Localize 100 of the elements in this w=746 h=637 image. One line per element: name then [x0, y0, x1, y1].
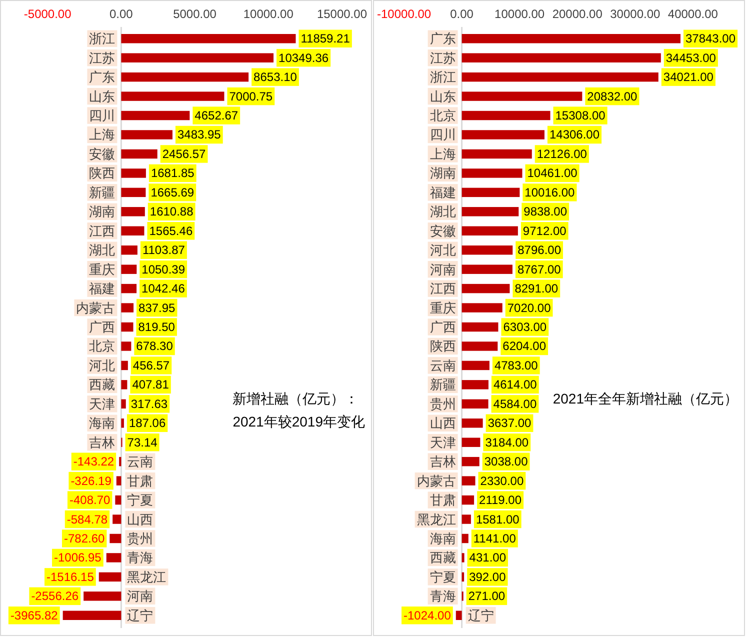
category-label: 贵州 — [127, 530, 154, 546]
category-label: 重庆 — [89, 262, 116, 277]
category-label: 青海 — [430, 588, 456, 604]
value-label: 11859.21 — [300, 32, 350, 46]
value-label: 10349.36 — [278, 50, 329, 65]
category-label: 海南 — [430, 530, 456, 546]
category-label: 湖南 — [430, 166, 456, 181]
value-label: 37843.00 — [685, 32, 736, 46]
value-label: 819.50 — [138, 320, 175, 334]
value-label: 407.81 — [132, 378, 169, 392]
value-label: 392.00 — [469, 570, 506, 584]
tick-label: -10000.00 — [377, 7, 432, 21]
tick-label: 30000.00 — [610, 7, 660, 21]
value-label: -408.70 — [69, 493, 110, 508]
value-label: 2119.00 — [479, 493, 522, 508]
value-label: 1581.00 — [476, 512, 520, 526]
value-label: 73.14 — [127, 435, 158, 450]
value-label: 2456.57 — [162, 146, 206, 161]
value-label: 317.63 — [130, 396, 168, 411]
category-label: 江西 — [89, 223, 116, 238]
tick-label: -5000.00 — [24, 7, 72, 21]
value-label: 1141.00 — [473, 531, 516, 546]
value-label: 837.95 — [138, 300, 176, 315]
category-label: 上海 — [89, 127, 116, 142]
category-label: 贵州 — [430, 396, 456, 412]
category-label: 北京 — [89, 338, 116, 354]
value-label: 1610.88 — [150, 204, 194, 219]
category-label: 江苏 — [430, 50, 456, 66]
value-label: 8291.00 — [514, 282, 558, 296]
value-label: -3965.82 — [10, 608, 58, 622]
category-label: 浙江 — [89, 31, 116, 46]
value-label: -584.78 — [66, 512, 108, 526]
category-label: 四川 — [430, 127, 456, 142]
value-label: 9712.00 — [522, 224, 566, 238]
category-label: 安徽 — [430, 223, 456, 238]
value-label: 187.06 — [128, 416, 166, 430]
category-label: 天津 — [430, 434, 456, 450]
category-label: 陕西 — [89, 166, 116, 181]
category-label: 云南 — [127, 454, 154, 470]
category-label: 黑龙江 — [127, 569, 166, 584]
category-label: 湖北 — [430, 204, 456, 220]
value-label: 1665.69 — [150, 185, 194, 200]
category-label: 甘肃 — [430, 492, 456, 508]
value-label: -326.19 — [70, 474, 112, 488]
value-label: 456.57 — [132, 358, 170, 372]
category-label: 山东 — [89, 88, 116, 104]
category-label: 新疆 — [89, 184, 116, 200]
value-label: 10016.00 — [524, 185, 575, 200]
value-label: 4584.00 — [493, 396, 537, 411]
value-label: 3483.95 — [177, 128, 221, 142]
category-label: 河北 — [89, 358, 116, 373]
value-label: -782.60 — [64, 531, 105, 546]
tick-label: 40000.00 — [668, 7, 718, 21]
category-label: 宁夏 — [127, 492, 154, 508]
category-label: 山西 — [127, 512, 154, 527]
category-label: 新疆 — [430, 377, 456, 392]
value-label: 10461.00 — [527, 166, 578, 180]
value-label: -1006.95 — [54, 550, 102, 565]
category-label: 广东 — [89, 70, 116, 85]
value-label: 15308.00 — [555, 108, 606, 123]
value-label: -143.22 — [73, 454, 114, 469]
value-label: 3184.00 — [485, 435, 529, 450]
category-label: 云南 — [430, 358, 456, 373]
category-label: 广西 — [430, 320, 456, 334]
value-label: 678.30 — [136, 339, 173, 354]
category-label: 黑龙江 — [416, 512, 456, 527]
value-label: 8653.10 — [254, 70, 297, 84]
value-label: 3637.00 — [488, 416, 532, 430]
value-label: 9838.00 — [524, 204, 568, 219]
tick-label: 10000.00 — [494, 7, 545, 21]
tick-label: 15000.00 — [316, 7, 367, 21]
category-label: 吉林 — [89, 434, 116, 450]
value-label: 12126.00 — [536, 146, 587, 161]
category-label: 湖南 — [89, 204, 116, 220]
value-label: 34453.00 — [666, 50, 716, 65]
category-label: 浙江 — [430, 70, 456, 85]
value-label: 34021.00 — [663, 70, 714, 84]
category-label: 陕西 — [430, 338, 456, 354]
title: 新增社融（亿元）： — [232, 390, 359, 407]
value-label: -1516.15 — [46, 570, 94, 584]
tick-label: 10000.00 — [243, 7, 294, 21]
category-label: 内蒙古 — [416, 473, 456, 488]
value-label: 1565.46 — [149, 224, 193, 238]
category-label: 江西 — [430, 281, 456, 296]
value-label: 1050.39 — [142, 262, 186, 276]
value-label: 1681.85 — [150, 166, 194, 180]
title: 2021年全年新增社融（亿元） — [552, 390, 738, 407]
category-label: 山东 — [430, 88, 456, 104]
value-label: 431.00 — [469, 550, 506, 565]
value-label: 3038.00 — [484, 454, 528, 469]
category-label: 湖北 — [89, 242, 116, 258]
category-label: 上海 — [430, 146, 456, 162]
category-label: 河北 — [430, 242, 456, 258]
category-label: 吉林 — [430, 454, 456, 470]
subtitle: 2021年较2019年变化 — [232, 414, 365, 430]
value-label: -1024.00 — [404, 608, 451, 622]
category-label: 山西 — [430, 416, 456, 431]
category-label: 内蒙古 — [76, 300, 116, 316]
value-label: 4783.00 — [494, 358, 538, 372]
category-label: 河南 — [127, 588, 154, 604]
